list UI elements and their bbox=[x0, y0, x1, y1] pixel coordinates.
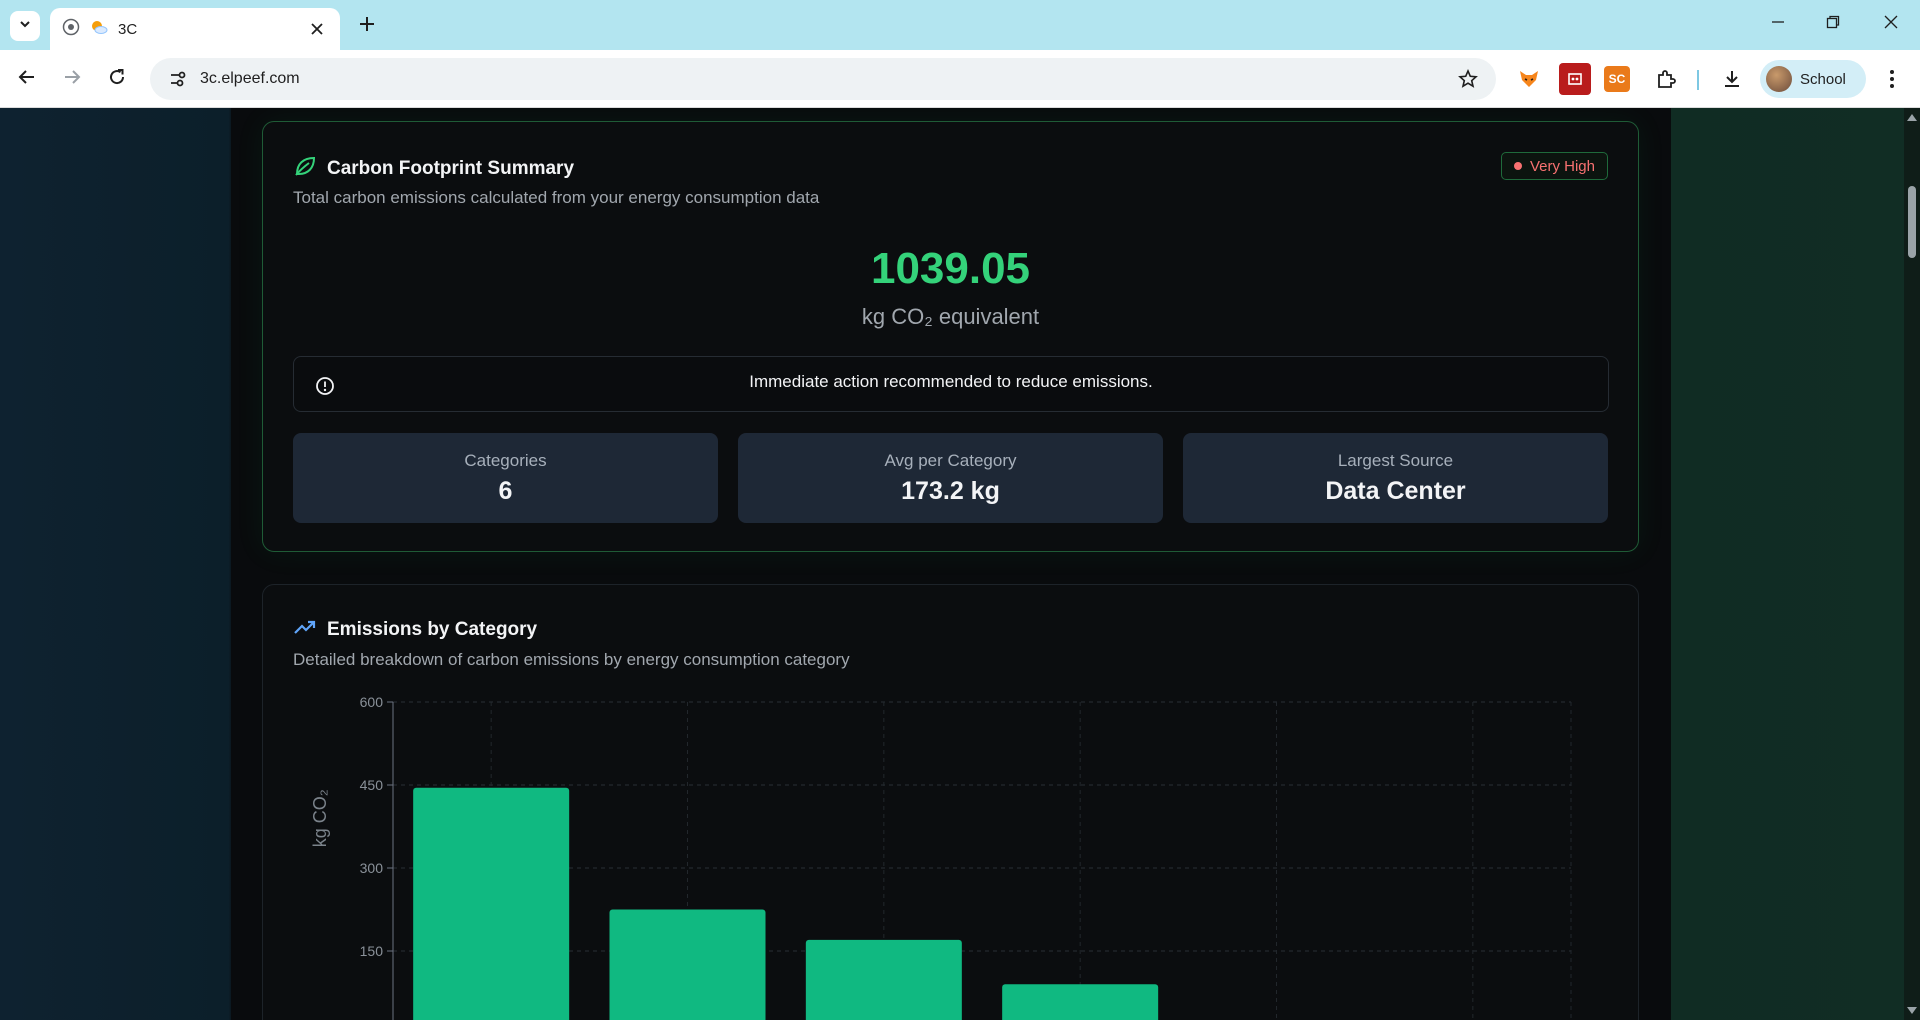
chevron-down-icon bbox=[18, 17, 32, 36]
tab-search-button[interactable] bbox=[10, 11, 40, 41]
trending-up-icon bbox=[293, 615, 317, 644]
profile-name: School bbox=[1800, 70, 1846, 88]
more-menu-icon[interactable] bbox=[1876, 63, 1908, 95]
stat-value: 173.2 kg bbox=[901, 477, 1000, 505]
address-bar[interactable]: 3c.elpeef.com bbox=[150, 58, 1496, 100]
chart-bar[interactable] bbox=[609, 909, 766, 1020]
scroll-up-icon[interactable] bbox=[1907, 114, 1917, 121]
stat-label: Categories bbox=[464, 451, 547, 470]
emissions-card-header: Emissions by Category bbox=[293, 615, 537, 644]
chart-bars bbox=[413, 787, 1159, 1020]
stat-label: Largest Source bbox=[1337, 451, 1454, 470]
y-tick-label: 300 bbox=[360, 860, 384, 876]
minimize-icon bbox=[1771, 15, 1785, 34]
stat-avg-per-category: Avg per Category 173.2 kg bbox=[738, 433, 1163, 523]
tab-strip: 3C bbox=[0, 0, 1920, 50]
puzzle-icon[interactable] bbox=[1650, 63, 1682, 95]
chart-bar[interactable] bbox=[805, 939, 962, 1020]
emissions-card-title: Emissions by Category bbox=[327, 618, 538, 640]
toolbar-separator bbox=[1697, 70, 1699, 90]
new-tab-button[interactable] bbox=[352, 11, 382, 41]
chart-axes: 600 450 300 150 bbox=[360, 694, 394, 1020]
recommendation-alert: Immediate action recommended to reduce e… bbox=[293, 356, 1609, 412]
chart-bar[interactable] bbox=[413, 787, 570, 1020]
download-icon[interactable] bbox=[1716, 63, 1748, 95]
total-emissions-value: 1039.05 bbox=[870, 244, 1031, 293]
fox-extension-icon[interactable] bbox=[1513, 63, 1545, 95]
y-axis-label: kg CO₂ bbox=[310, 789, 330, 847]
summary-card-title: Carbon Footprint Summary bbox=[327, 157, 575, 179]
y-tick-label: 600 bbox=[360, 694, 384, 710]
status-badge: Very High bbox=[1500, 152, 1608, 180]
arrow-right-icon bbox=[63, 68, 81, 91]
arrow-left-icon bbox=[18, 68, 36, 91]
close-tab-icon[interactable] bbox=[306, 18, 328, 40]
browser-toolbar: 3c.elpeef.com SC School bbox=[0, 50, 1920, 108]
reload-button[interactable] bbox=[100, 62, 134, 96]
page-viewport: Carbon Footprint Summary Very High Total… bbox=[0, 108, 1904, 1020]
minimize-button[interactable] bbox=[1755, 8, 1801, 40]
stat-categories: Categories 6 bbox=[293, 433, 718, 523]
browser-tab[interactable]: 3C bbox=[50, 8, 340, 50]
sc-extension-label: SC bbox=[1608, 72, 1626, 86]
status-badge-label: Very High bbox=[1529, 157, 1595, 175]
scroll-down-icon[interactable] bbox=[1907, 1007, 1917, 1014]
page-scrollbar[interactable] bbox=[1904, 108, 1920, 1020]
stat-label: Avg per Category bbox=[884, 451, 1017, 470]
emissions-bar-chart: 600 450 300 150 kg CO₂ bbox=[310, 694, 1572, 1020]
total-emissions-unit: kg CO₂ equivalent bbox=[861, 304, 1040, 329]
carbon-summary-card: Carbon Footprint Summary Very High Total… bbox=[262, 121, 1639, 552]
emissions-card-subtitle: Detailed breakdown of carbon emissions b… bbox=[293, 650, 850, 669]
globe-icon bbox=[62, 18, 80, 41]
sc-extension-icon[interactable]: SC bbox=[1604, 66, 1630, 92]
close-icon bbox=[1884, 15, 1898, 34]
reload-icon bbox=[108, 68, 126, 91]
summary-card-header: Carbon Footprint Summary bbox=[293, 154, 574, 183]
status-dot-icon bbox=[1513, 162, 1522, 170]
stat-value: 6 bbox=[498, 477, 513, 505]
url-text: 3c.elpeef.com bbox=[200, 70, 300, 87]
plus-icon bbox=[359, 16, 375, 37]
restore-button[interactable] bbox=[1810, 8, 1856, 40]
stat-largest-source: Largest Source Data Center bbox=[1183, 433, 1608, 523]
emissions-by-category-card: Emissions by Category Detailed breakdown… bbox=[262, 584, 1639, 1020]
forward-button[interactable] bbox=[55, 62, 89, 96]
favicon-icon bbox=[90, 18, 108, 41]
back-button[interactable] bbox=[10, 62, 44, 96]
restore-icon bbox=[1826, 15, 1840, 34]
bookmark-star-icon[interactable] bbox=[1454, 65, 1482, 93]
stat-value: Data Center bbox=[1325, 477, 1466, 505]
chart-grid bbox=[393, 701, 1572, 1020]
scrollbar-thumb[interactable] bbox=[1908, 186, 1916, 258]
close-window-button[interactable] bbox=[1868, 8, 1914, 40]
chart-bar[interactable] bbox=[1002, 984, 1159, 1020]
leaf-icon bbox=[293, 154, 317, 183]
site-info-icon[interactable] bbox=[164, 65, 192, 93]
profile-button[interactable]: School bbox=[1760, 60, 1866, 98]
alert-circle-icon bbox=[314, 375, 336, 397]
y-tick-label: 150 bbox=[360, 943, 384, 959]
avatar bbox=[1766, 66, 1792, 92]
recommendation-alert-text: Immediate action recommended to reduce e… bbox=[749, 372, 1153, 391]
red-extension-icon[interactable] bbox=[1559, 63, 1591, 95]
tab-title: 3C bbox=[118, 20, 138, 38]
y-tick-label: 450 bbox=[360, 777, 384, 793]
summary-card-subtitle: Total carbon emissions calculated from y… bbox=[293, 188, 820, 207]
